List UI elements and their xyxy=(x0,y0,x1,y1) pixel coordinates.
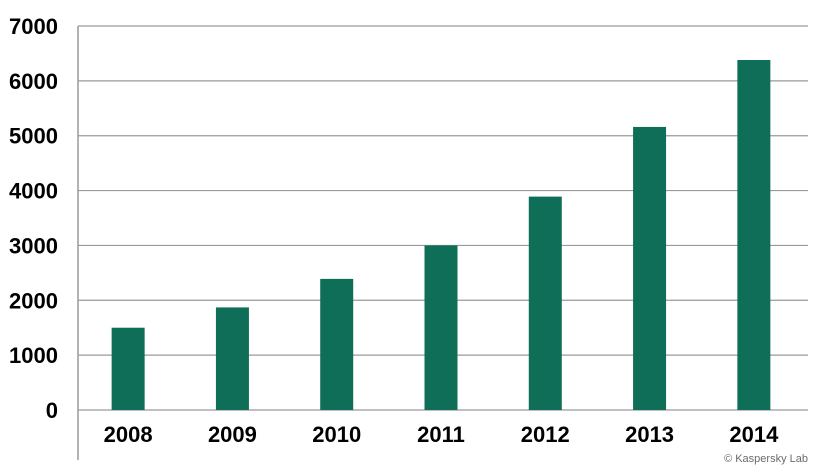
bar-2009 xyxy=(215,307,249,410)
x-tick-label: 2014 xyxy=(729,422,779,447)
y-tick-labels: 0 1000 2000 3000 4000 5000 6000 7000 xyxy=(9,14,58,423)
y-tick-label: 3000 xyxy=(9,233,58,258)
y-tick-label: 1000 xyxy=(9,343,58,368)
y-tick-label: 6000 xyxy=(9,69,58,94)
bar-2008 xyxy=(111,327,145,410)
x-tick-label: 2013 xyxy=(625,422,674,447)
bar-2012 xyxy=(528,196,562,410)
y-tick-label: 4000 xyxy=(9,179,58,204)
bar-2010 xyxy=(320,278,354,410)
x-tick-label: 2012 xyxy=(521,422,570,447)
y-tick-label: 0 xyxy=(46,398,58,423)
y-tick-label: 2000 xyxy=(9,288,58,313)
x-tick-label: 2009 xyxy=(208,422,257,447)
y-tick-label: 7000 xyxy=(9,14,58,39)
bar-2011 xyxy=(424,245,458,410)
copyright-notice: © Kaspersky Lab xyxy=(724,453,808,465)
bar-2014 xyxy=(737,60,771,411)
x-tick-label: 2011 xyxy=(417,422,465,447)
x-tick-label: 2010 xyxy=(312,422,361,447)
bar-2013 xyxy=(633,126,667,411)
bars xyxy=(111,60,771,411)
y-tick-label: 5000 xyxy=(9,124,58,149)
x-tick-labels: 2008 2009 2010 2011 2012 2013 2014 xyxy=(104,422,779,447)
x-tick-label: 2008 xyxy=(104,422,153,447)
